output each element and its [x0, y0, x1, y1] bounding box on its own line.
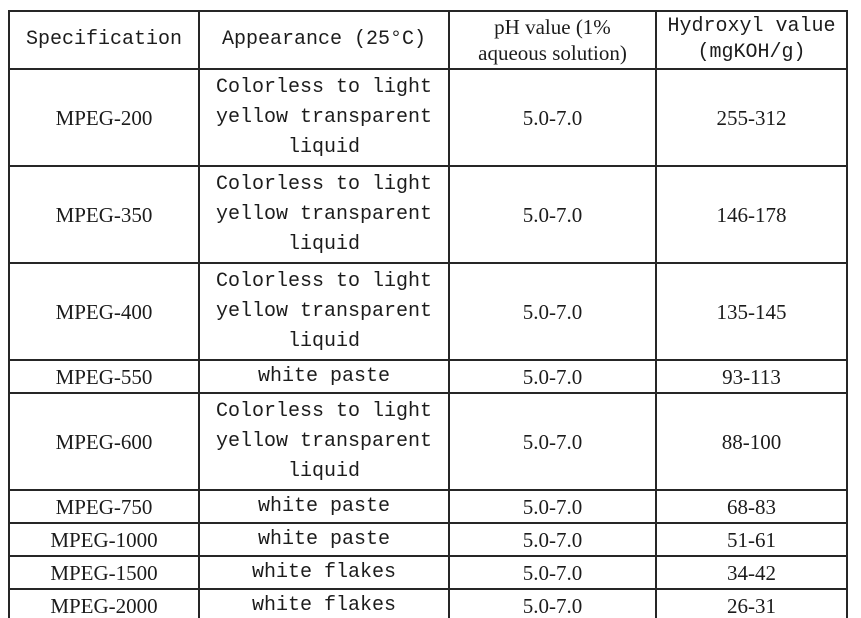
col-header-hydroxyl-line1: Hydroxyl value: [667, 15, 836, 38]
hydroxyl-cell: 68-83: [655, 489, 848, 524]
spec-cell: MPEG-2000: [8, 588, 200, 618]
appearance-cell: white paste: [198, 359, 450, 394]
table-row: MPEG-550 white paste 5.0-7.0 93-113: [8, 359, 848, 394]
table-row: MPEG-350 Colorless to light yellow trans…: [8, 165, 848, 264]
hydroxyl-cell: 34-42: [655, 555, 848, 590]
table-row: MPEG-1500 white flakes 5.0-7.0 34-42: [8, 555, 848, 590]
table-row: MPEG-2000 white flakes 5.0-7.0 26-31: [8, 588, 848, 618]
ph-cell: 5.0-7.0: [448, 588, 657, 618]
table-row: MPEG-600 Colorless to light yellow trans…: [8, 392, 848, 491]
hydroxyl-cell: 51-61: [655, 522, 848, 557]
ph-cell: 5.0-7.0: [448, 392, 657, 491]
spec-cell: MPEG-1500: [8, 555, 200, 590]
appearance-cell: Colorless to light yellow transparent li…: [198, 262, 450, 361]
spec-cell: MPEG-750: [8, 489, 200, 524]
hydroxyl-cell: 255-312: [655, 68, 848, 167]
hydroxyl-cell: 135-145: [655, 262, 848, 361]
table-row: MPEG-750 white paste 5.0-7.0 68-83: [8, 489, 848, 524]
table-row: MPEG-200 Colorless to light yellow trans…: [8, 68, 848, 167]
ph-cell: 5.0-7.0: [448, 489, 657, 524]
hydroxyl-cell: 146-178: [655, 165, 848, 264]
ph-cell: 5.0-7.0: [448, 165, 657, 264]
appearance-cell: Colorless to light yellow transparent li…: [198, 68, 450, 167]
hydroxyl-cell: 88-100: [655, 392, 848, 491]
spec-cell: MPEG-1000: [8, 522, 200, 557]
col-header-appearance: Appearance (25°C): [198, 10, 450, 70]
ph-cell: 5.0-7.0: [448, 522, 657, 557]
col-header-ph-line2: aqueous solution): [478, 41, 627, 65]
spec-cell: MPEG-400: [8, 262, 200, 361]
col-header-hydroxyl-line2: (mgKOH/g): [697, 41, 806, 64]
appearance-cell: white paste: [198, 522, 450, 557]
col-header-ph-line1: pH value (1%: [494, 15, 611, 39]
ph-cell: 5.0-7.0: [448, 68, 657, 167]
appearance-cell: Colorless to light yellow transparent li…: [198, 392, 450, 491]
col-header-specification: Specification: [8, 10, 200, 70]
col-header-ph-value: pH value (1% aqueous solution): [448, 10, 657, 70]
col-header-hydroxyl-value: Hydroxyl value (mgKOH/g): [655, 10, 848, 70]
appearance-cell: white flakes: [198, 588, 450, 618]
table-header-row: Specification Appearance (25°C) pH value…: [8, 10, 848, 70]
ph-cell: 5.0-7.0: [448, 555, 657, 590]
appearance-cell: Colorless to light yellow transparent li…: [198, 165, 450, 264]
product-spec-table: Specification Appearance (25°C) pH value…: [8, 10, 848, 618]
ph-cell: 5.0-7.0: [448, 262, 657, 361]
appearance-cell: white flakes: [198, 555, 450, 590]
spec-cell: MPEG-350: [8, 165, 200, 264]
spec-cell: MPEG-550: [8, 359, 200, 394]
spec-cell: MPEG-200: [8, 68, 200, 167]
appearance-cell: white paste: [198, 489, 450, 524]
table-row: MPEG-400 Colorless to light yellow trans…: [8, 262, 848, 361]
ph-cell: 5.0-7.0: [448, 359, 657, 394]
hydroxyl-cell: 93-113: [655, 359, 848, 394]
hydroxyl-cell: 26-31: [655, 588, 848, 618]
spec-cell: MPEG-600: [8, 392, 200, 491]
table-row: MPEG-1000 white paste 5.0-7.0 51-61: [8, 522, 848, 557]
